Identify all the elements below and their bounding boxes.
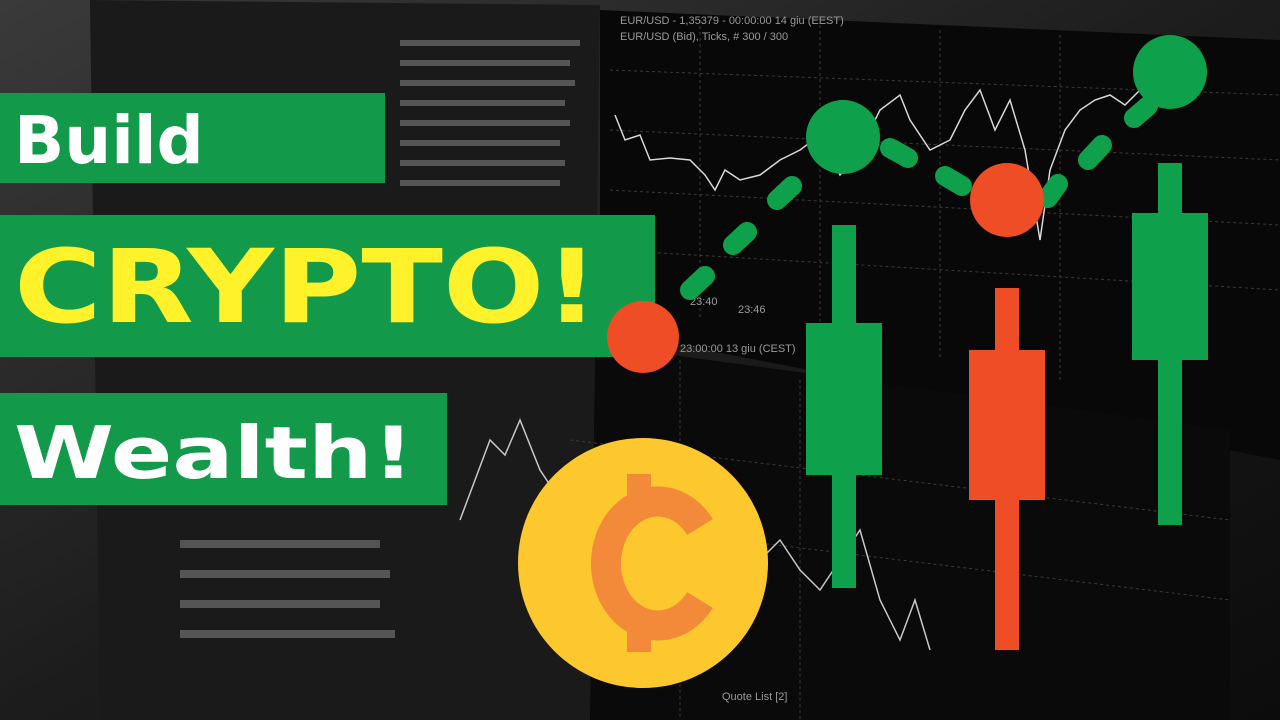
candlestick: [806, 225, 882, 588]
trend-dot: [806, 100, 880, 174]
banner: [0, 215, 655, 357]
banner: [0, 93, 385, 183]
trend-dot: [970, 163, 1044, 237]
chart-subheader: EUR/USD (Bid), Ticks, # 300 / 300: [620, 31, 788, 43]
banner: [0, 393, 447, 505]
time-label: 23:40: [690, 296, 718, 308]
time-label: 23:46: [738, 304, 766, 316]
quote-list: Quote List [2]: [722, 691, 787, 703]
trend-dot: [607, 301, 679, 373]
trend-dot: [1133, 35, 1207, 109]
chart-header: EUR/USD - 1,35379 - 00:00:00 14 giu (EES…: [620, 15, 844, 27]
trend-dashes: [680, 96, 1158, 300]
headline-line: Build: [14, 102, 204, 179]
headline-line: CRYPTO!: [14, 228, 599, 347]
monitor-screen: EUR/USD - 1,35379 - 00:00:00 14 giu (EES…: [90, 0, 1280, 720]
candlestick: [1132, 163, 1208, 525]
headline-line: Wealth!: [14, 411, 414, 495]
candlestick: [969, 288, 1045, 650]
lower-header: 23:00:00 13 giu (CEST): [680, 343, 796, 355]
coin-icon: [518, 438, 768, 688]
